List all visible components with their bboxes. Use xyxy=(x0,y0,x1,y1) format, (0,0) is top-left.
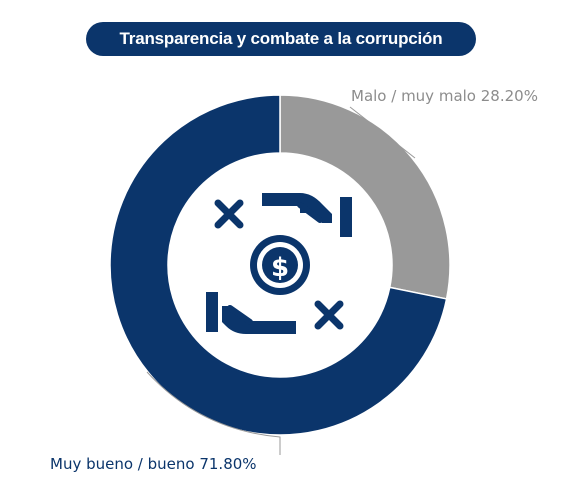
leader-line-malo xyxy=(349,106,416,159)
hands-exchanging-money-icon: $ xyxy=(206,193,352,334)
leader-line-muy-bueno xyxy=(146,371,281,455)
chart-title: Transparencia y combate a la corrupción xyxy=(86,22,476,56)
data-label-malo: Malo / muy malo 28.20% xyxy=(351,87,538,105)
slice-muy-bueno xyxy=(109,94,448,436)
svg-text:$: $ xyxy=(271,253,289,283)
data-label-muy-bueno: Muy bueno / bueno 71.80% xyxy=(50,455,257,473)
slice-malo xyxy=(279,94,451,300)
